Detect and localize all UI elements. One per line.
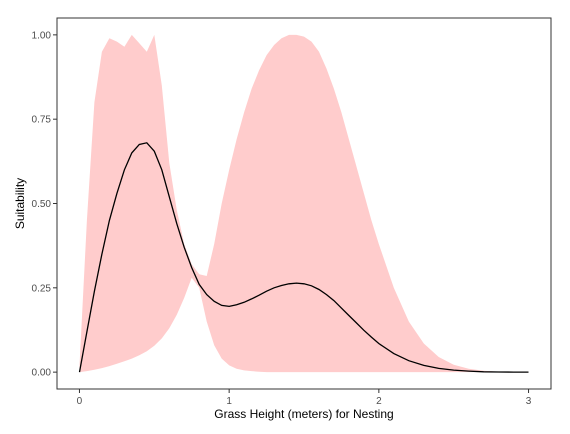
y-axis-ticks: 0.00 0.25 0.50 0.75 1.00	[32, 30, 57, 379]
x-axis-ticks: 0 1 2 3	[77, 389, 532, 407]
confidence-band	[79, 34, 529, 373]
x-axis-label: Grass Height (meters) for Nesting	[214, 407, 393, 421]
x-tick-label: 1	[226, 396, 232, 407]
line-layer	[78, 142, 529, 373]
y-tick-label: 0.00	[32, 368, 52, 379]
x-tick-label: 0	[77, 396, 83, 407]
x-tick-label: 2	[376, 396, 382, 407]
y-tick-label: 0.50	[32, 199, 52, 210]
y-axis-label: Suitability	[13, 178, 27, 229]
y-tick-label: 1.00	[32, 30, 52, 41]
y-tick-label: 0.75	[32, 115, 52, 126]
x-tick-label: 3	[526, 396, 532, 407]
suitability-line	[78, 142, 529, 373]
y-tick-label: 0.25	[32, 283, 52, 294]
band-layer	[79, 34, 529, 373]
